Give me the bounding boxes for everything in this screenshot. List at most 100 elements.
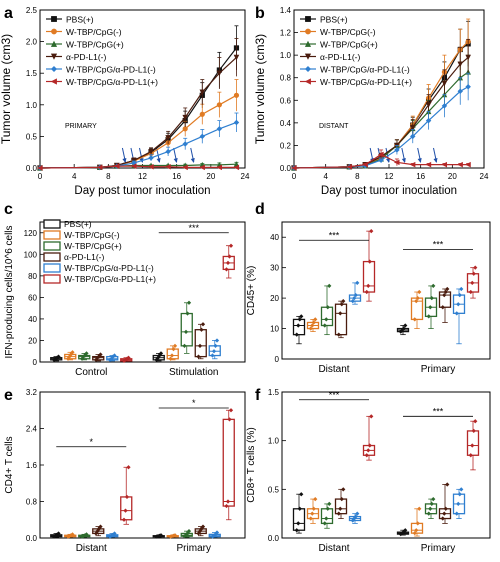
data-point (224, 503, 229, 509)
box-body (320, 306, 334, 327)
plot-frame (39, 391, 246, 539)
legend-marker (304, 53, 312, 60)
legend: PBS(+)W-TBP/CpG(-)W-TBP/CpG(+)α-PD-L1(-)… (43, 219, 156, 284)
legend-label: PBS(+) (66, 15, 94, 25)
legend-label: PBS(+) (320, 15, 348, 25)
x-tick-label: 8 (106, 172, 111, 181)
data-point (367, 443, 372, 448)
data-point (339, 496, 344, 502)
box-0-0 (292, 314, 306, 345)
data-point (214, 530, 220, 535)
legend-label: W-TBP/CpG(-) (64, 230, 120, 240)
y-tick-label: 10 (270, 325, 279, 334)
y-tick-label: 1.4 (280, 6, 292, 15)
legend: PBS(+)W-TBP/CpG(-)W-TBP/CpG(+)α-PD-L1(-)… (300, 15, 412, 87)
data-point (338, 311, 343, 316)
box-0-0 (50, 354, 63, 362)
data-point (325, 305, 330, 310)
data-point (394, 147, 400, 153)
data-point (339, 302, 344, 307)
data-point (428, 506, 433, 511)
legend-label: W-TBP/CpG(+) (64, 241, 122, 251)
data-point (429, 501, 434, 507)
x-tick-label: 20 (448, 172, 457, 181)
data-point (412, 531, 417, 536)
data-point (336, 511, 341, 516)
data-point (96, 164, 103, 171)
category-label: Primary (177, 543, 211, 554)
category-label: Control (75, 367, 107, 378)
y-axis-label: CD45+ (%) (246, 266, 257, 316)
box-5-0 (362, 229, 376, 302)
data-point (443, 506, 448, 511)
treatment-arrowhead (122, 158, 127, 163)
data-point (457, 61, 464, 68)
data-point (225, 260, 231, 266)
data-point (457, 88, 463, 94)
data-point (186, 529, 192, 534)
data-point (367, 259, 372, 264)
y-tick-label: 40 (28, 315, 37, 324)
data-point (171, 346, 176, 352)
box-3-1 (438, 482, 452, 524)
y-tick-label: 0.6 (280, 96, 292, 105)
significance-label: *** (329, 230, 340, 240)
y-tick-label: 2.0 (26, 38, 38, 47)
box-0-1 (152, 351, 165, 362)
data-point (409, 161, 416, 168)
box-body (194, 329, 207, 358)
data-point (442, 292, 447, 298)
data-point (366, 448, 371, 453)
data-point (341, 487, 346, 492)
data-point (465, 54, 471, 61)
data-point (296, 323, 301, 328)
legend-swatch (43, 230, 61, 240)
x-tick-label: 4 (323, 172, 328, 181)
data-point (468, 289, 473, 295)
box-0-0 (292, 492, 306, 534)
y-tick-label: 20 (28, 336, 37, 345)
y-tick-label: 1.5 (268, 388, 280, 397)
data-point (341, 299, 346, 304)
x-tick-label: 12 (138, 172, 147, 181)
category-label: Distant (76, 543, 107, 554)
data-point (199, 133, 206, 140)
data-point (336, 332, 341, 337)
data-point (322, 521, 327, 526)
significance-label: * (89, 437, 93, 447)
data-point (199, 164, 205, 171)
y-tick-label: 60 (28, 293, 37, 302)
plot-frame (281, 391, 491, 539)
data-point (426, 314, 431, 319)
box-1-1 (410, 506, 424, 537)
legend-label: W-TBP/CpG(-) (320, 27, 376, 37)
legend-marker (304, 40, 312, 47)
data-point (233, 119, 240, 126)
legend-marker (50, 40, 58, 47)
category-label: Distant (318, 364, 349, 375)
data-point (369, 229, 374, 234)
box-3-1 (438, 286, 452, 323)
box-body (120, 496, 133, 521)
y-tick-label: 2.5 (26, 6, 38, 15)
box-body (320, 508, 334, 525)
data-point (457, 292, 462, 298)
data-point (182, 164, 188, 171)
data-point (429, 295, 434, 301)
plot-frame (39, 221, 246, 363)
y-tick-label: 40 (270, 233, 279, 242)
treatment-arrowhead (386, 158, 390, 163)
legend-label: W-TBP/CpG/α-PD-L1(+) (320, 77, 412, 87)
box-1-0 (306, 496, 320, 524)
data-point (210, 353, 215, 358)
box-2-0 (320, 501, 334, 529)
x-axis-label: Day post tumor inoculation (321, 185, 457, 197)
data-point (130, 163, 137, 169)
data-point (213, 343, 218, 348)
box-4-1 (208, 530, 221, 539)
y-tick-label: 1.5 (26, 69, 38, 78)
y-tick-label: 30 (270, 264, 279, 273)
box-2-1 (424, 496, 438, 519)
data-point (211, 349, 217, 354)
